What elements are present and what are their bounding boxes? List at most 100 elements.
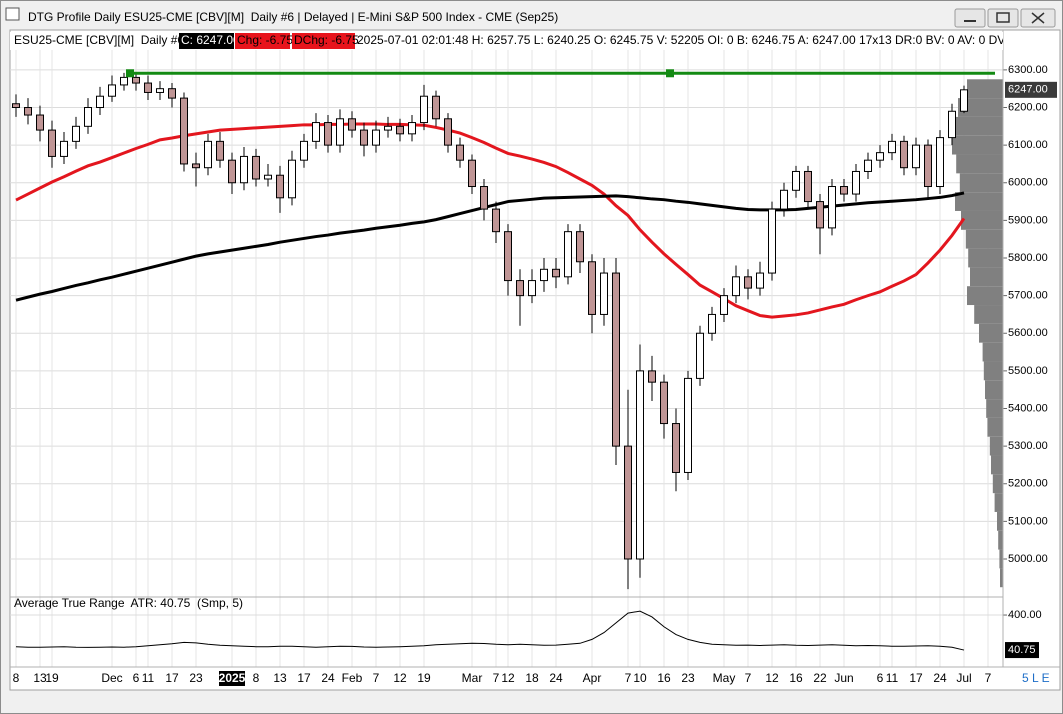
maximize-icon <box>996 12 1010 23</box>
volume-profile-bar <box>955 192 1003 211</box>
volume-profile-bar <box>955 116 1003 136</box>
candle-body <box>384 125 392 131</box>
candle-body <box>948 110 956 139</box>
x-tick-label: 16 <box>657 671 671 685</box>
candle-body <box>684 377 692 473</box>
minimize-button[interactable] <box>954 8 986 28</box>
x-tick-label: 24 <box>321 671 335 685</box>
chart-area <box>9 29 1061 691</box>
y-tick-label: 5400.00 <box>1008 402 1048 414</box>
x-tick-label: 6 <box>133 671 140 685</box>
candle-body <box>108 84 116 97</box>
x-tick-label: 24 <box>549 671 563 685</box>
volume-profile-bar <box>983 361 1003 381</box>
candle-body <box>708 313 716 334</box>
info-details: 2025-07-01 02:01:48 H: 6257.75 L: 6240.2… <box>357 33 1063 47</box>
candle-body <box>504 231 512 282</box>
app-icon <box>5 7 20 21</box>
candle-body <box>204 140 212 169</box>
candle-body <box>360 129 368 146</box>
candle-body <box>900 140 908 169</box>
x-tick-label: 24 <box>933 671 947 685</box>
x-tick-label: 8 <box>13 671 20 685</box>
x-tick-label: 16 <box>789 671 803 685</box>
y-tick-label: 6000.00 <box>1008 177 1048 189</box>
volume-profile-bar <box>979 323 1003 343</box>
y-tick-label: 5000.00 <box>1008 553 1048 565</box>
candle-body <box>552 268 560 278</box>
x-tick-label: 11 <box>142 671 155 685</box>
candle-body <box>120 76 128 86</box>
volume-profile-bar <box>952 135 1003 155</box>
axes: 5000.00 5100.00 5200.00 5300.00 5400.00 5500.… <box>13 64 1057 686</box>
x-tick-label: 17 <box>297 671 311 685</box>
candle-body <box>468 159 476 188</box>
x-tick-label: 11 <box>886 671 899 685</box>
volume-profile-bar <box>986 399 1003 418</box>
atr-title: Average True Range ATR: 40.75 (Smp, 5) <box>14 596 243 610</box>
volume-profile-bar <box>982 342 1003 362</box>
x-tick-label: 13 <box>273 671 287 685</box>
candle-body <box>840 186 848 195</box>
candle-body <box>564 231 572 278</box>
candle-body <box>216 140 224 161</box>
volume-profile-bar <box>987 417 1003 437</box>
candle-body <box>612 272 620 447</box>
x-tick-label: Apr <box>583 671 602 685</box>
candle-body <box>936 137 944 188</box>
x-tick-label: 19 <box>45 671 59 685</box>
candle-body <box>60 140 68 157</box>
y-tick-label: 5600.00 <box>1008 327 1048 339</box>
volume-profile-bar <box>974 305 1003 324</box>
x-tick-label: 17 <box>165 671 179 685</box>
x-tick-label: 7 <box>493 671 500 685</box>
candle-body <box>132 76 140 84</box>
x-tick-label: 17 <box>909 671 923 685</box>
x-tick-label: 7 <box>625 671 632 685</box>
candle-body <box>372 129 380 146</box>
x-tick-label: 7 <box>745 671 752 685</box>
info-line: ESU25-CME [CBV][M] Daily #6 C: 6247.00 C… <box>10 32 1063 50</box>
y-tick-label: 400.00 <box>1008 609 1042 621</box>
maximize-button[interactable] <box>987 8 1019 28</box>
x-tick-label: Jul <box>956 671 971 685</box>
candle-body <box>432 95 440 120</box>
x-tick-label: 2025 <box>219 671 246 685</box>
candle-body <box>48 129 56 157</box>
candle-body <box>396 125 404 135</box>
volume-profile-bar <box>970 267 1003 287</box>
y-tick-label: 6100.00 <box>1008 139 1048 151</box>
candle-body <box>792 170 800 191</box>
level-handle <box>126 69 134 78</box>
y-tick-label: 6300.00 <box>1008 64 1048 76</box>
volume-profile-bar <box>968 248 1003 268</box>
y-tick-label: 5200.00 <box>1008 478 1048 490</box>
y-tick-label: 5900.00 <box>1008 214 1048 226</box>
y-tick-label: 5500.00 <box>1008 365 1048 377</box>
candle-body <box>72 125 80 142</box>
info-symbol: ESU25-CME [CBV][M] Daily #6 <box>14 33 184 47</box>
x-tick-label: 12 <box>765 671 779 685</box>
volume-profile-bar <box>959 173 1003 193</box>
info-chg: Chg: -6.75 <box>237 33 293 47</box>
candle-body <box>732 276 740 297</box>
candle-body <box>192 163 200 169</box>
candle-body <box>408 122 416 135</box>
year-highlight <box>219 671 245 686</box>
y-tick-label: 6200.00 <box>1008 101 1048 113</box>
volume-profile-bar <box>1000 568 1003 588</box>
volume-profile-bar <box>956 154 1003 174</box>
x-tick-label: 8 <box>253 671 260 685</box>
candle-body <box>12 103 20 109</box>
candle-body <box>852 170 860 195</box>
candle-body <box>648 370 656 383</box>
x-tick-label: 12 <box>393 671 407 685</box>
candle-body <box>672 423 680 473</box>
volume-profile-bar <box>992 474 1003 494</box>
x-tick-label: 19 <box>417 671 431 685</box>
candle-body <box>696 332 704 379</box>
candle-body <box>828 186 836 229</box>
y-tick-label: 5300.00 <box>1008 440 1048 452</box>
volume-profile-bar <box>967 286 1003 306</box>
volume-profile-bar <box>997 511 1003 531</box>
